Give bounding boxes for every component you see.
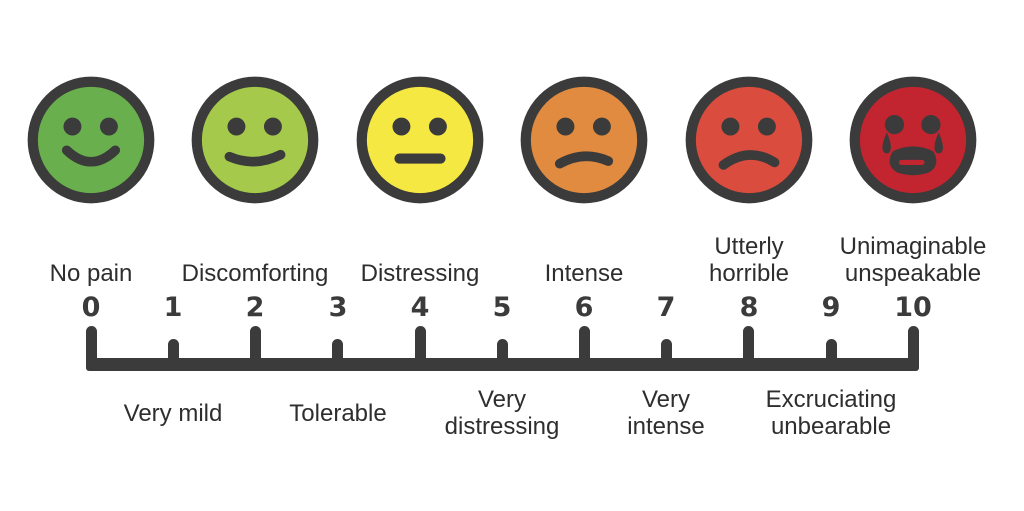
face-discomforting bbox=[191, 76, 319, 204]
scale-number-8: 8 bbox=[739, 292, 759, 323]
scale-tick-4 bbox=[415, 326, 426, 364]
lower-label-very-distressing: Very distressing bbox=[444, 386, 560, 440]
scale-number-1: 1 bbox=[163, 292, 183, 323]
lower-label-excruciating: Excruciating unbearable bbox=[765, 386, 897, 440]
face-utterly-horrible bbox=[685, 76, 813, 204]
scale-tick-8 bbox=[743, 326, 754, 364]
face-label-distressing: Distressing bbox=[360, 260, 480, 287]
scale-number-0: 0 bbox=[81, 292, 101, 323]
slightly-smiling-face-icon bbox=[191, 76, 319, 204]
scale-tick-3 bbox=[332, 339, 343, 364]
scale-tick-0 bbox=[86, 326, 97, 364]
face-label-unimaginable: Unimaginable unspeakable bbox=[839, 233, 987, 287]
lower-label-very-mild: Very mild bbox=[123, 399, 223, 427]
scale-tick-7 bbox=[661, 339, 672, 364]
slightly-frowning-face-icon bbox=[520, 76, 648, 204]
smiling-face-icon bbox=[27, 76, 155, 204]
lower-label-tolerable: Tolerable bbox=[289, 399, 387, 427]
scale-tick-1 bbox=[168, 339, 179, 364]
scale-number-7: 7 bbox=[656, 292, 676, 323]
face-label-intense: Intense bbox=[544, 260, 624, 287]
scale-number-6: 6 bbox=[574, 292, 594, 323]
face-no-pain bbox=[27, 76, 155, 204]
scale-tick-9 bbox=[826, 339, 837, 364]
face-label-discomforting: Discomforting bbox=[181, 260, 329, 287]
scale-number-5: 5 bbox=[492, 292, 512, 323]
scale-tick-5 bbox=[497, 339, 508, 364]
scale-number-2: 2 bbox=[245, 292, 265, 323]
lower-label-very-intense: Very intense bbox=[627, 386, 705, 440]
scale-number-9: 9 bbox=[821, 292, 841, 323]
scale-bar bbox=[86, 358, 919, 371]
face-label-no-pain: No pain bbox=[49, 260, 133, 287]
scale-tick-10 bbox=[908, 326, 919, 364]
frowning-face-icon bbox=[685, 76, 813, 204]
scale-tick-2 bbox=[250, 326, 261, 364]
neutral-face-icon bbox=[356, 76, 484, 204]
face-unimaginable bbox=[849, 76, 977, 204]
scale-number-10: 10 bbox=[894, 292, 932, 323]
crying-face-icon bbox=[849, 76, 977, 204]
scale-number-4: 4 bbox=[410, 292, 430, 323]
face-intense bbox=[520, 76, 648, 204]
face-label-utterly-horrible: Utterly horrible bbox=[708, 233, 790, 287]
face-distressing bbox=[356, 76, 484, 204]
scale-number-3: 3 bbox=[328, 292, 348, 323]
scale-tick-6 bbox=[579, 326, 590, 364]
